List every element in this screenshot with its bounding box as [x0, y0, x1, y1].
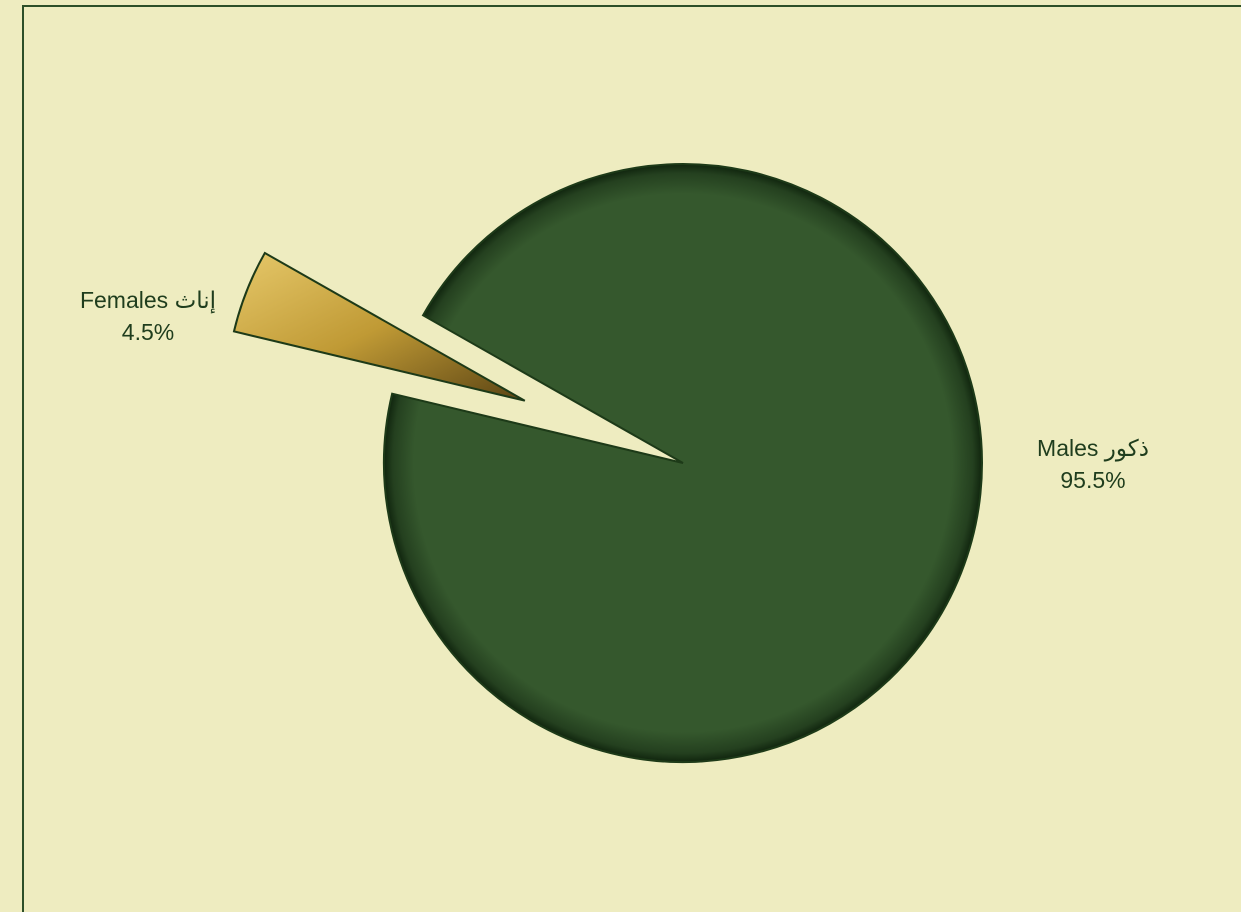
plot-border	[22, 5, 1241, 912]
pie-slice	[383, 163, 983, 763]
slice-label: Females إناث	[80, 287, 216, 314]
slice-label: Males ذكور	[1037, 435, 1149, 462]
slice-value-label: 95.5%	[1060, 467, 1125, 493]
slice-value-label: 4.5%	[122, 319, 174, 345]
pie-slice	[232, 251, 526, 402]
